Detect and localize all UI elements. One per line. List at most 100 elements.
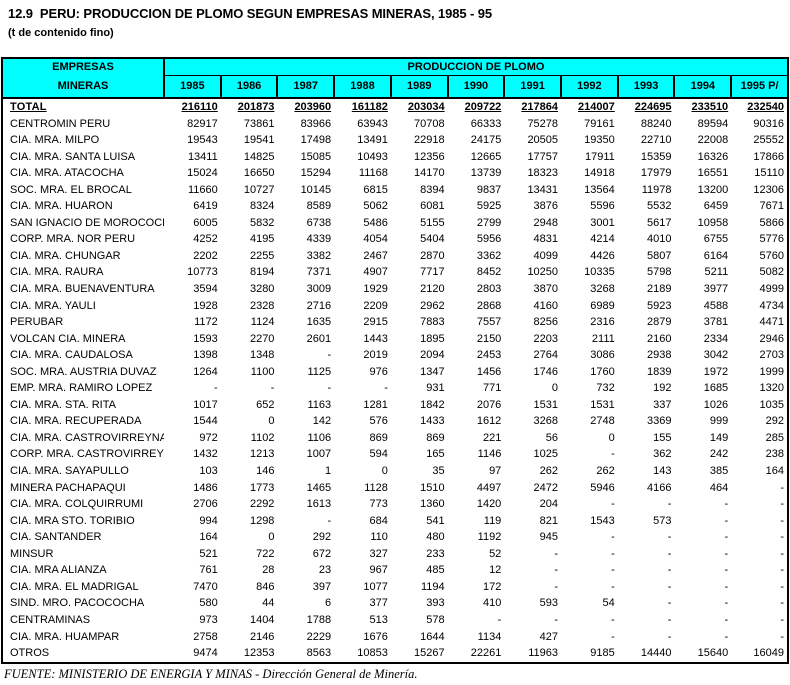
production-value-cell: 17911 [584,150,615,163]
production-value-cell: 2334 [703,332,729,345]
production-value-cell: 155 [653,431,672,444]
table-row: SOC. MRA. AUSTRIA DUVAZ 1264 1100 1125 976 13… [2,364,788,381]
production-value-cell: 5923 [646,299,672,312]
year-column-header: 1985 [164,75,221,99]
production-value-cell: 52 [489,547,502,560]
production-value-cell: 90316 [753,117,784,130]
production-value-cell: 7671 [759,200,784,213]
production-value-cell: - [667,580,672,593]
production-value-cell: 5404 [420,233,445,246]
table-row: CIA. MRA. MILPO 19543 19541 17498 13491 22918… [2,132,788,149]
company-name-cell: TOTAL [10,101,47,113]
production-value-cell: 5798 [646,266,672,279]
production-value-cell: 6 [325,597,332,610]
production-value-cell: 5486 [363,216,388,229]
production-value-cell: 846 [256,580,275,593]
production-value-cell: 1972 [703,365,729,378]
production-value-cell: 1320 [759,382,784,395]
production-value-cell: - [611,498,615,511]
production-value-cell: 337 [653,398,672,411]
production-value-cell: 14440 [640,647,672,660]
table-row: CORP. MRA. CASTROVIRREYNA 1432 1213 1007 594… [2,446,788,463]
production-value-cell: 593 [539,597,559,610]
production-value-cell: 8394 [420,183,445,196]
company-name-cell: CIA. MRA STO. TORIBIO [10,514,135,527]
company-name-cell: SIND. MRO. PACOCOCHA [10,597,145,610]
production-value-cell: 216110 [181,101,218,113]
production-value-cell: 161182 [351,101,388,113]
production-value-cell: 1106 [307,431,332,444]
production-value-cell: 13739 [470,167,502,180]
production-value-cell: 8563 [306,647,332,660]
production-value-cell: 25552 [753,134,784,147]
company-name-cell: CIA. MRA. MILPO [10,134,100,147]
production-value-cell: - [724,531,729,544]
production-value-cell: 7371 [306,266,332,279]
table-row: CENTROMIN PERU 82917 73861 83966 63943 70708 6… [2,116,788,133]
production-value-cell: 1685 [703,382,729,395]
company-name-cell: CIA. MRA. ATACOCHA [10,167,124,180]
company-name-cell: CIA. SANTANDER [10,531,102,544]
year-column-header: 1989 [389,75,448,99]
group-header-row: EMPRESAS MINERAS PRODUCCION DE PLOMO [2,58,788,99]
production-value-cell: 15294 [300,167,332,180]
production-value-cell: 2703 [759,349,784,362]
production-value-cell: 262 [596,465,615,478]
production-value-cell: 12353 [243,647,275,660]
production-value-cell: - [611,580,615,593]
company-name-cell: SOC. MRA. AUSTRIA DUVAZ [10,365,157,378]
production-value-cell: 232540 [747,101,784,113]
production-value-cell: 5532 [646,200,672,213]
production-value-cell: - [724,597,729,610]
production-value-cell: 17866 [753,150,784,163]
production-value-cell: 869 [369,431,388,444]
production-value-cell: 4734 [759,299,784,312]
production-value-cell: 1531 [533,398,559,411]
production-value-cell: 672 [312,547,332,560]
production-value-cell: 5760 [759,249,784,262]
production-value-cell: 4907 [363,266,388,279]
production-value-cell: 327 [369,547,388,560]
production-value-cell: 224695 [634,101,672,113]
production-value-cell: 2316 [590,316,615,329]
production-value-cell: 2229 [306,630,332,643]
production-value-cell: - [611,564,615,577]
production-value-cell: 0 [608,431,615,444]
production-value-cell: 2870 [420,249,445,262]
production-value-cell: 201873 [237,101,275,113]
production-value-cell: - [780,514,784,527]
production-value-cell: 82917 [187,117,218,130]
production-value-cell: 13431 [527,183,559,196]
production-value-cell: - [780,564,784,577]
production-value-cell: 15359 [640,150,672,163]
production-value-cell: 1432 [193,448,218,461]
table-row: CIA. MRA. RECUPERADA 1544 0 142 576 1433 1612 3… [2,413,788,430]
production-value-cell: 541 [426,514,445,527]
production-value-cell: 63943 [357,117,388,130]
production-value-cell: 1025 [533,448,559,461]
production-value-cell: 12 [489,564,502,577]
company-name-cell: CIA. MRA. COLQUIRRUMI [10,498,144,511]
company-name-cell: MINSUR [10,547,54,560]
table-row: SAN IGNACIO DE MOROCOCHA 6005 5832 6738 5486… [2,215,788,232]
production-value-cell: 15110 [754,167,784,180]
production-value-cell: 1895 [420,332,445,345]
production-value-cell: 3268 [533,415,559,428]
production-value-cell: 6989 [590,299,615,312]
production-value-cell: 973 [199,613,218,626]
production-value-cell: 1192 [477,531,502,544]
source-note: FUENTE: MINISTERIO DE ENERGIA Y MINAS - … [4,667,418,681]
production-value-cell: - [724,580,729,593]
table-row: CIA. MRA. CHUNGAR 2202 2255 3382 2467 2870 336… [2,248,788,265]
company-name-cell: SAN IGNACIO DE MOROCOCHA [10,216,164,229]
production-value-cell: 3977 [703,283,729,296]
production-value-cell: 164 [199,531,218,544]
company-name-cell: CIA. MRA. YAULI [10,299,96,312]
production-value-cell: 1007 [306,448,332,461]
production-value-cell: 4339 [306,233,332,246]
production-value-cell: 2189 [646,283,672,296]
production-value-cell: - [611,448,615,461]
production-value-cell: 3086 [590,349,615,362]
production-value-cell: 1102 [250,431,275,444]
